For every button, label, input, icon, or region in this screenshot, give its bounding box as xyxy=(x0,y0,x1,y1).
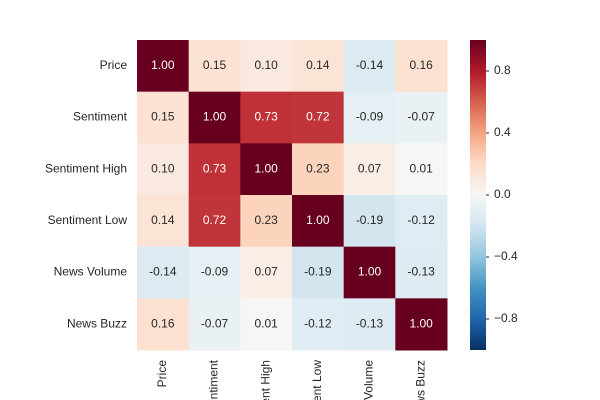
colorbar xyxy=(470,40,486,350)
heatmap-cell xyxy=(292,298,345,351)
cell-label: -0.13 xyxy=(407,265,435,279)
cell-label: 0.73 xyxy=(203,161,227,175)
colorbar-tick-label: 0.4 xyxy=(494,125,511,139)
heatmap-cell xyxy=(395,91,448,144)
y-tick-label: Sentiment High xyxy=(45,161,127,175)
cell-label: 0.15 xyxy=(151,110,175,124)
heatmap-cell xyxy=(292,40,345,93)
heatmap-cell xyxy=(343,91,396,144)
y-tick-label: News Buzz xyxy=(67,316,127,330)
heatmap-cell xyxy=(395,143,448,196)
heatmap-cell xyxy=(240,195,293,248)
cell-label: 0.73 xyxy=(254,110,278,124)
cell-label: -0.09 xyxy=(356,110,384,124)
cell-label: -0.07 xyxy=(201,316,229,330)
heatmap-cell xyxy=(137,40,190,93)
heatmap-cell xyxy=(395,246,448,299)
colorbar-tick-label: 0.0 xyxy=(494,187,511,201)
cell-label: 0.72 xyxy=(203,213,227,227)
cell-label: -0.19 xyxy=(356,213,384,227)
cell-label: 0.14 xyxy=(151,213,175,227)
y-tick-label: News Volume xyxy=(54,265,128,279)
heatmap-cell xyxy=(343,298,396,351)
heatmap-cell xyxy=(395,195,448,248)
heatmap-cell xyxy=(292,246,345,299)
colorbar-tick-label: −0.8 xyxy=(494,311,518,325)
cell-label: 1.00 xyxy=(409,316,433,330)
heatmap-cell xyxy=(188,91,241,144)
cell-label: -0.14 xyxy=(149,265,177,279)
cell-label: 1.00 xyxy=(203,110,227,124)
heatmap-cell xyxy=(137,195,190,248)
heatmap-cell xyxy=(395,298,448,351)
heatmap-cell xyxy=(292,143,345,196)
heatmap-cell xyxy=(137,246,190,299)
heatmap-cell xyxy=(292,91,345,144)
heatmap-cell xyxy=(240,143,293,196)
y-tick-label: Price xyxy=(100,58,128,72)
heatmap-cell xyxy=(343,143,396,196)
x-tick-label: Sentiment xyxy=(207,359,221,400)
cell-label: -0.12 xyxy=(407,213,435,227)
cell-label: -0.07 xyxy=(407,110,435,124)
cell-label: 0.72 xyxy=(306,110,330,124)
cell-label: 0.07 xyxy=(358,161,382,175)
cell-label: -0.12 xyxy=(304,316,332,330)
heatmap-cell xyxy=(240,91,293,144)
cell-label: 0.10 xyxy=(254,58,278,72)
cell-label: 0.16 xyxy=(409,58,433,72)
x-tick-label: Price xyxy=(155,360,169,388)
cell-label: -0.13 xyxy=(356,316,384,330)
cell-label: -0.14 xyxy=(356,58,384,72)
cell-label: 0.01 xyxy=(409,161,433,175)
heatmap-cell xyxy=(292,195,345,248)
heatmap-cell xyxy=(188,246,241,299)
heatmap-cell xyxy=(137,298,190,351)
heatmap-cell xyxy=(188,143,241,196)
cell-label: -0.09 xyxy=(201,265,229,279)
cell-label: 0.15 xyxy=(203,58,227,72)
heatmap-cell xyxy=(240,40,293,93)
cell-label: 1.00 xyxy=(254,161,278,175)
x-tick-label: Sentiment Low xyxy=(310,360,324,400)
cell-label: 0.23 xyxy=(254,213,278,227)
cell-label: 0.01 xyxy=(254,316,278,330)
heatmap-cell xyxy=(137,143,190,196)
y-tick-label: Sentiment Low xyxy=(48,213,128,227)
cell-label: 0.14 xyxy=(306,58,330,72)
cell-label: 1.00 xyxy=(306,213,330,227)
heatmap-cell xyxy=(343,246,396,299)
heatmap-cell xyxy=(188,40,241,93)
heatmap-cell xyxy=(188,298,241,351)
y-tick-label: Sentiment xyxy=(73,110,128,124)
x-tick-label: Sentiment High xyxy=(258,360,272,400)
cell-label: 1.00 xyxy=(151,58,175,72)
heatmap-cell xyxy=(343,195,396,248)
cell-label: 1.00 xyxy=(358,265,382,279)
heatmap-cell xyxy=(188,195,241,248)
heatmap-cell xyxy=(240,246,293,299)
colorbar-tick-label: 0.8 xyxy=(494,63,511,77)
heatmap-cell xyxy=(395,40,448,93)
cell-label: -0.19 xyxy=(304,265,332,279)
cell-label: 0.10 xyxy=(151,161,175,175)
heatmap-cell xyxy=(240,298,293,351)
heatmap-cell xyxy=(137,91,190,144)
colorbar-tick-label: −0.4 xyxy=(494,249,518,263)
x-tick-label: News Buzz xyxy=(413,360,427,400)
cell-label: 0.16 xyxy=(151,316,175,330)
cell-label: 0.23 xyxy=(306,161,330,175)
heatmap-cell xyxy=(343,40,396,93)
x-tick-label: News Volume xyxy=(362,360,376,400)
cell-label: 0.07 xyxy=(254,265,278,279)
